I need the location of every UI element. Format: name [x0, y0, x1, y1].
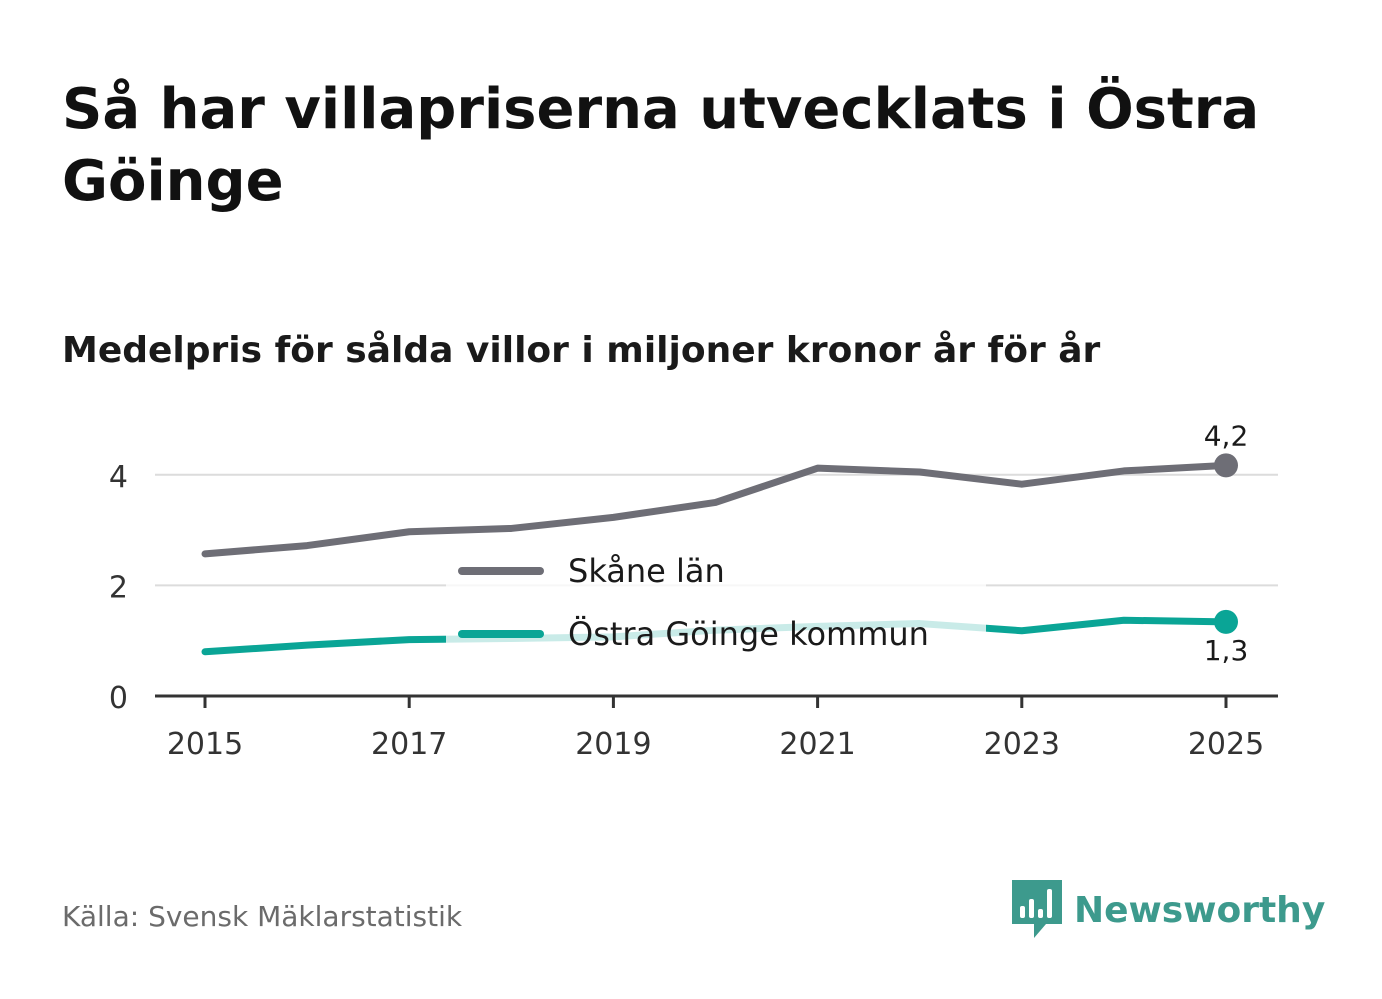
brand-logo: Newsworthy [1012, 880, 1325, 940]
x-tick-label: 2019 [575, 727, 651, 762]
series-line-skane-lan [201, 461, 1230, 558]
x-tick-label: 2021 [779, 727, 855, 762]
data-label-end: 4,2 [1204, 419, 1249, 452]
legend-label: Östra Göinge kommun [568, 615, 929, 653]
chart-subtitle: Medelpris för sålda villor i miljoner kr… [62, 330, 1101, 371]
legend-label: Skåne län [568, 552, 725, 590]
y-tick-label: 2 [109, 570, 128, 605]
end-labels: 4,2 1,3 [1204, 419, 1249, 666]
y-axis-ticks: 0 2 4 [109, 460, 128, 716]
x-tick-label: 2023 [984, 727, 1060, 762]
y-tick-label: 0 [109, 681, 128, 716]
chart-title: Så har villapriserna utvecklats i Östra … [62, 77, 1260, 214]
brand-name: Newsworthy [1074, 889, 1326, 931]
data-label-end: 1,3 [1204, 634, 1249, 667]
x-tick-label: 2015 [167, 727, 243, 762]
series-end-point-skane-lan [1214, 453, 1238, 478]
x-tick-label: 2017 [371, 727, 447, 762]
legend: Skåne län Östra Göinge kommun [446, 543, 986, 661]
newsworthy-logo-icon [1012, 880, 1062, 938]
legend-background [446, 543, 986, 661]
y-tick-label: 4 [109, 460, 128, 495]
source-note: Källa: Svensk Mäklarstatistik [62, 900, 463, 933]
x-axis: 2015 2017 2019 2021 2023 2025 [155, 694, 1278, 762]
series-end-point-ostra-goinge [1214, 609, 1238, 634]
x-tick-label: 2025 [1188, 727, 1264, 762]
